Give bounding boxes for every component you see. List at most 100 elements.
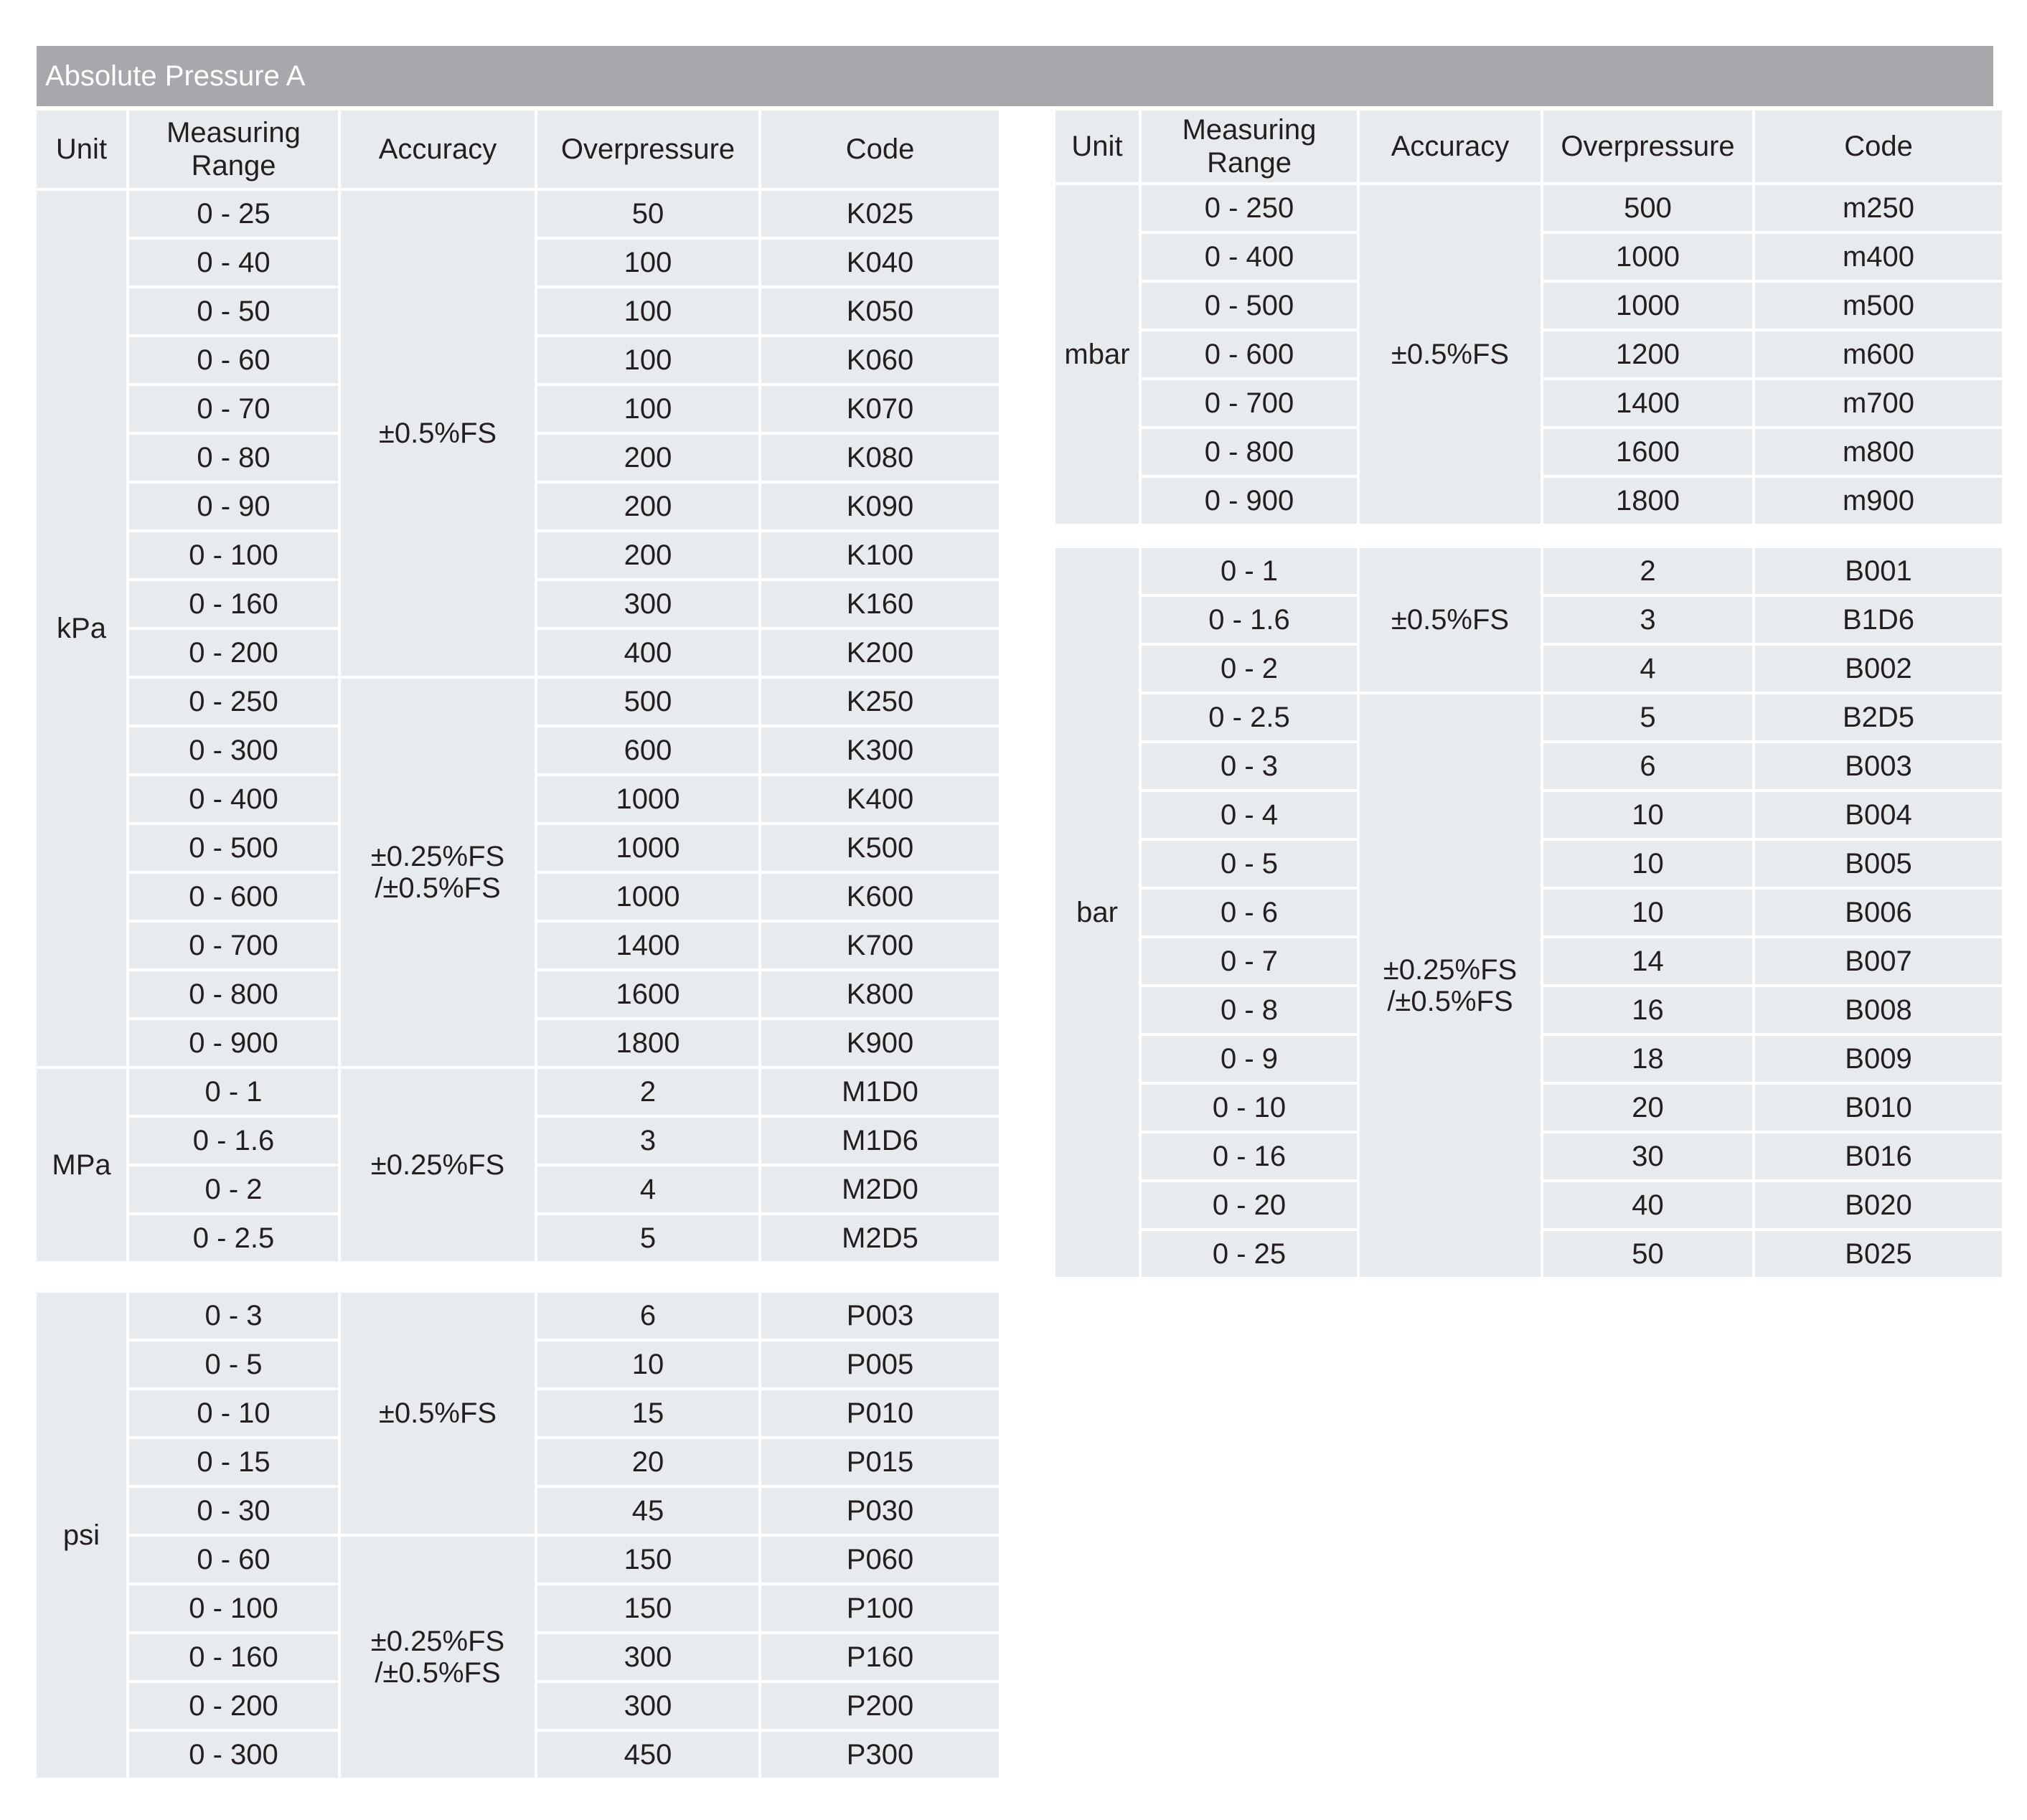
code-cell: K200 (761, 630, 999, 676)
overpressure-cell: 3 (537, 1118, 758, 1164)
header-accuracy: Accuracy (1360, 110, 1541, 182)
overpressure-cell: 1600 (537, 971, 758, 1017)
table-row: 0 - 70 100 K070 (37, 386, 999, 432)
code-cell: P030 (761, 1488, 999, 1534)
code-cell: P010 (761, 1390, 999, 1436)
measuring-range-cell: 0 - 1 (1142, 548, 1357, 594)
overpressure-cell: 1600 (1543, 429, 1752, 475)
table-row: 0 - 200 400 K200 (37, 630, 999, 676)
table-row: 0 - 100 150 P100 (37, 1585, 999, 1631)
measuring-range-cell: 0 - 4 (1142, 792, 1357, 838)
table-row: 0 - 300 450 P300 (37, 1732, 999, 1778)
overpressure-cell: 5 (537, 1215, 758, 1261)
accuracy-cell: ±0.5%FS (1360, 548, 1541, 692)
table-row: bar 0 - 1 ±0.5%FS 2 B001 (1055, 548, 2002, 1277)
measuring-range-cell: 0 - 10 (1142, 1085, 1357, 1131)
table-row: 0 - 6 10 B006 (1055, 890, 2002, 935)
table-row: 0 - 7 14 B007 (1055, 938, 2002, 984)
table-row: psi 0 - 3 ±0.5%FS 6 P003 (37, 1293, 999, 1778)
overpressure-cell: 45 (537, 1488, 758, 1534)
overpressure-cell: 50 (537, 191, 758, 237)
measuring-range-cell: 0 - 60 (129, 337, 338, 383)
code-cell: P100 (761, 1585, 999, 1631)
header-code: Code (761, 110, 999, 188)
table-row: 0 - 9 18 B009 (1055, 1036, 2002, 1082)
overpressure-cell: 10 (1543, 890, 1752, 935)
code-cell: B009 (1755, 1036, 2002, 1082)
code-cell: K500 (761, 825, 999, 871)
table-row: 0 - 600 1000 K600 (37, 874, 999, 920)
table-row: 0 - 2.5 5 M2D5 (37, 1215, 999, 1261)
overpressure-cell: 1000 (537, 825, 758, 871)
table-row: 0 - 700 1400 K700 (37, 923, 999, 968)
spec-table-kpa-mpa: Unit Measuring Range Accuracy Overpressure C… (34, 108, 1002, 1264)
code-cell: M1D0 (761, 1069, 999, 1115)
measuring-range-cell: 0 - 200 (129, 630, 338, 676)
header-measuring-range: Measuring Range (129, 110, 338, 188)
measuring-range-cell: 0 - 100 (129, 1585, 338, 1631)
measuring-range-cell: 0 - 7 (1142, 938, 1357, 984)
overpressure-cell: 18 (1543, 1036, 1752, 1082)
overpressure-cell: 2 (537, 1069, 758, 1115)
overpressure-cell: 1800 (1543, 478, 1752, 524)
table-row: 0 - 300 600 K300 (37, 727, 999, 773)
header-row: Unit Measuring Range Accuracy Overpressure C… (37, 110, 999, 188)
accuracy-cell: ±0.5%FS (341, 191, 535, 676)
overpressure-cell: 500 (1543, 185, 1752, 231)
measuring-range-cell: 0 - 3 (129, 1293, 338, 1339)
code-cell: B003 (1755, 743, 2002, 789)
overpressure-cell: 300 (537, 1634, 758, 1680)
code-cell: P015 (761, 1439, 999, 1485)
measuring-range-cell: 0 - 9 (1142, 1036, 1357, 1082)
table-row: 0 - 25 50 B025 (1055, 1231, 2002, 1277)
unit-cell: psi (37, 1293, 126, 1778)
table-row: kPa 0 - 25 ±0.5%FS 50 K025 (37, 191, 999, 1066)
overpressure-cell: 1000 (1543, 283, 1752, 329)
table-row: 0 - 500 1000 m500 (1055, 283, 2002, 329)
table-row: 0 - 90 200 K090 (37, 484, 999, 529)
table-row: 0 - 2 4 M2D0 (37, 1166, 999, 1212)
accuracy-cell: ±0.5%FS (341, 1293, 535, 1534)
table-row: 0 - 1.6 3 M1D6 (37, 1118, 999, 1164)
overpressure-cell: 30 (1543, 1133, 1752, 1179)
table-row: 0 - 2.5 ±0.25%FS /±0.5%FS 5 B2D5 (1055, 694, 2002, 1277)
table-row: 0 - 200 300 P200 (37, 1683, 999, 1729)
overpressure-cell: 6 (1543, 743, 1752, 789)
measuring-range-cell: 0 - 200 (129, 1683, 338, 1729)
measuring-range-cell: 0 - 3 (1142, 743, 1357, 789)
measuring-range-cell: 0 - 300 (129, 1732, 338, 1778)
code-cell: P005 (761, 1342, 999, 1387)
header-overpressure: Overpressure (1543, 110, 1752, 182)
table-row: 0 - 160 300 P160 (37, 1634, 999, 1680)
table-row: 0 - 800 1600 K800 (37, 971, 999, 1017)
measuring-range-cell: 0 - 300 (129, 727, 338, 773)
accuracy-cell: ±0.25%FS /±0.5%FS (1360, 694, 1541, 1277)
measuring-range-cell: 0 - 25 (129, 191, 338, 237)
header-code: Code (1755, 110, 2002, 182)
table-row: 0 - 10 20 B010 (1055, 1085, 2002, 1131)
overpressure-cell: 100 (537, 240, 758, 286)
measuring-range-cell: 0 - 1.6 (1142, 597, 1357, 643)
code-cell: K700 (761, 923, 999, 968)
code-cell: m600 (1755, 331, 2002, 377)
code-cell: K060 (761, 337, 999, 383)
overpressure-cell: 100 (537, 386, 758, 432)
measuring-range-cell: 0 - 700 (1142, 380, 1357, 426)
measuring-range-cell: 0 - 15 (129, 1439, 338, 1485)
overpressure-cell: 400 (537, 630, 758, 676)
measuring-range-cell: 0 - 2 (1142, 646, 1357, 692)
code-cell: B1D6 (1755, 597, 2002, 643)
code-cell: m400 (1755, 234, 2002, 280)
overpressure-cell: 1800 (537, 1020, 758, 1066)
table-row: 0 - 2 4 B002 (1055, 646, 2002, 692)
code-cell: B025 (1755, 1231, 2002, 1277)
code-cell: K250 (761, 679, 999, 725)
overpressure-cell: 200 (537, 484, 758, 529)
code-cell: M1D6 (761, 1118, 999, 1164)
code-cell: K100 (761, 532, 999, 578)
overpressure-cell: 200 (537, 435, 758, 481)
code-cell: K050 (761, 288, 999, 334)
measuring-range-cell: 0 - 1.6 (129, 1118, 338, 1164)
code-cell: K900 (761, 1020, 999, 1066)
table-row: 0 - 3 6 B003 (1055, 743, 2002, 789)
